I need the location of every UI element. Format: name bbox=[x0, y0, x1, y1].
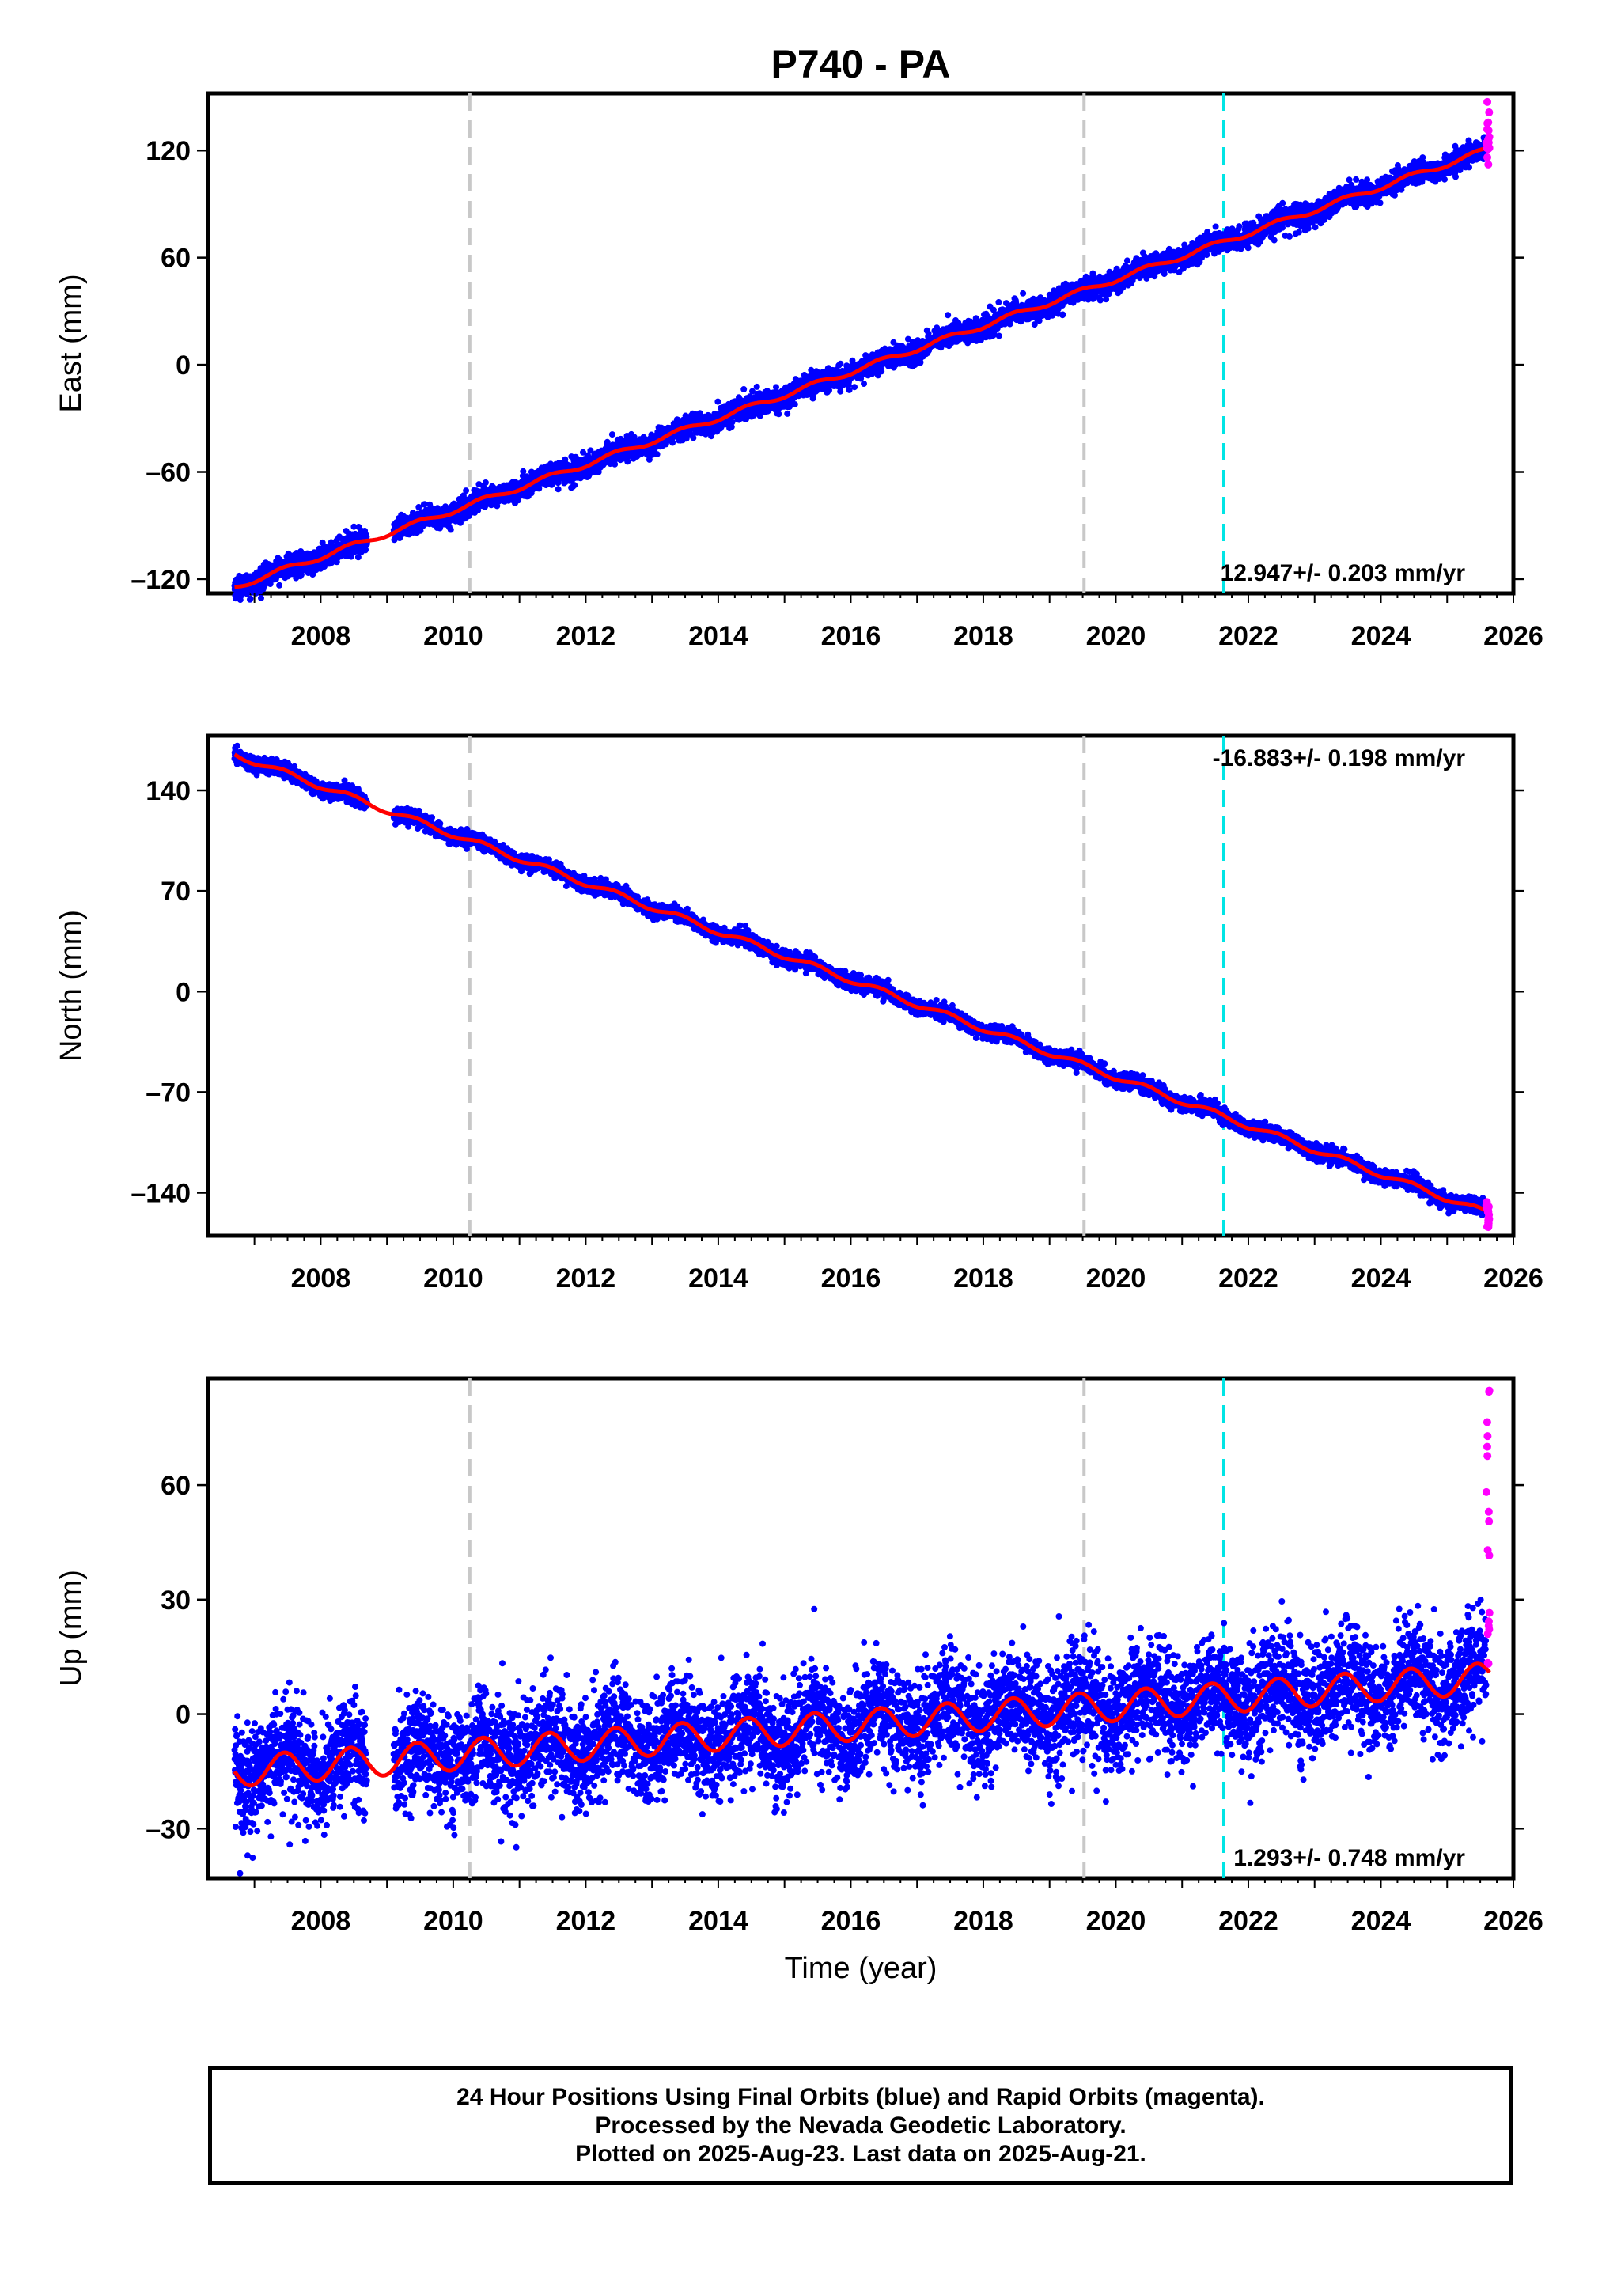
final-orbit-points bbox=[231, 1597, 1490, 1877]
y-tick-label: –120 bbox=[131, 565, 191, 595]
model-fit-curve bbox=[233, 1661, 1491, 1788]
rapid-orbit-point bbox=[1485, 1608, 1494, 1617]
y-tick-label: –70 bbox=[146, 1078, 191, 1108]
up-axis-label: Up (mm) bbox=[55, 1570, 88, 1687]
rapid-orbit-point bbox=[1484, 160, 1493, 169]
north-axis-label: North (mm) bbox=[55, 910, 88, 1062]
x-tick-label: 2020 bbox=[1086, 1906, 1146, 1936]
east-axis-label: East (mm) bbox=[55, 274, 88, 412]
x-tick-label: 2022 bbox=[1218, 1906, 1278, 1936]
rapid-orbit-point bbox=[1485, 1386, 1494, 1395]
footer-line-dates: Plotted on 2025-Aug-23. Last data on 202… bbox=[575, 2140, 1146, 2167]
x-tick-label: 2014 bbox=[688, 1906, 748, 1936]
y-tick-label: 0 bbox=[176, 977, 191, 1007]
y-tick-label: 0 bbox=[176, 350, 191, 381]
rapid-orbit-point bbox=[1484, 145, 1493, 153]
rapid-orbit-point bbox=[1484, 1507, 1493, 1516]
figure-title: P740 - PA bbox=[771, 42, 951, 86]
x-tick-label: 2016 bbox=[821, 1264, 881, 1294]
rapid-orbit-point bbox=[1485, 1551, 1494, 1559]
y-tick-label: 60 bbox=[161, 244, 191, 274]
x-tick-label: 2012 bbox=[556, 1906, 616, 1936]
x-tick-label: 2014 bbox=[688, 1264, 748, 1294]
model-fit-curve bbox=[234, 146, 1490, 589]
rapid-orbit-point bbox=[1483, 1452, 1492, 1461]
x-tick-label: 2012 bbox=[556, 621, 616, 651]
y-tick-label: 120 bbox=[146, 136, 191, 166]
x-tick-label: 2024 bbox=[1351, 1906, 1411, 1936]
y-tick-label: 70 bbox=[161, 877, 191, 907]
y-tick-label: 60 bbox=[161, 1471, 191, 1501]
model-fit-curve bbox=[233, 752, 1491, 1215]
y-tick-label: –30 bbox=[146, 1814, 191, 1844]
y-tick-label: 30 bbox=[161, 1586, 191, 1616]
x-tick-label: 2026 bbox=[1483, 1906, 1543, 1936]
rapid-orbit-point bbox=[1484, 1207, 1493, 1216]
x-tick-label: 2026 bbox=[1483, 621, 1543, 651]
rapid-orbit-point bbox=[1484, 1218, 1493, 1227]
x-tick-label: 2016 bbox=[821, 621, 881, 651]
up-plot-frame bbox=[206, 1376, 1516, 1881]
rapid-orbit-point bbox=[1484, 134, 1493, 142]
x-tick-label: 2018 bbox=[953, 1906, 1013, 1936]
rapid-orbit-point bbox=[1484, 118, 1493, 127]
x-tick-label: 2020 bbox=[1086, 1264, 1146, 1294]
x-tick-label: 2020 bbox=[1086, 621, 1146, 651]
rapid-orbit-point bbox=[1483, 125, 1491, 134]
x-tick-label: 2010 bbox=[423, 1906, 483, 1936]
x-axis-label: Time (year) bbox=[785, 1952, 937, 1985]
x-tick-label: 2024 bbox=[1351, 1264, 1411, 1294]
x-tick-label: 2018 bbox=[953, 1264, 1013, 1294]
rapid-orbit-point bbox=[1483, 1658, 1492, 1667]
y-tick-label: –140 bbox=[131, 1179, 191, 1209]
x-tick-label: 2026 bbox=[1483, 1264, 1543, 1294]
rapid-orbit-point bbox=[1485, 108, 1494, 116]
x-tick-label: 2008 bbox=[291, 621, 351, 651]
x-tick-label: 2022 bbox=[1218, 621, 1278, 651]
footer-line-processed: Processed by the Nevada Geodetic Laborat… bbox=[595, 2112, 1127, 2139]
east-plot-frame bbox=[206, 91, 1516, 596]
x-tick-label: 2010 bbox=[423, 621, 483, 651]
x-tick-label: 2024 bbox=[1351, 621, 1411, 651]
rapid-orbit-point bbox=[1483, 1630, 1492, 1639]
footer-info-box: 24 Hour Positions Using Final Orbits (bl… bbox=[208, 2066, 1513, 2185]
rapid-orbit-point bbox=[1483, 1198, 1491, 1207]
north-plot-frame bbox=[206, 733, 1516, 1238]
x-tick-label: 2014 bbox=[688, 621, 748, 651]
east-panel: 120 60 0 –60 –120 2008 2010 2012 2014 2016 2018 202… bbox=[55, 91, 1543, 651]
x-tick-label: 2022 bbox=[1218, 1264, 1278, 1294]
rapid-orbit-point bbox=[1483, 1432, 1492, 1441]
y-tick-label: 0 bbox=[176, 1700, 191, 1730]
rapid-orbit-point bbox=[1483, 1418, 1491, 1426]
y-tick-label: 140 bbox=[146, 776, 191, 806]
rapid-orbit-point bbox=[1485, 1517, 1494, 1525]
y-tick-label: –60 bbox=[146, 458, 191, 488]
x-tick-label: 2012 bbox=[556, 1264, 616, 1294]
footer-line-orbits: 24 Hour Positions Using Final Orbits (bl… bbox=[456, 2083, 1265, 2110]
north-panel: 140 70 0 –70 –140 2008 2010 2012 2014 2016 2018 202… bbox=[55, 733, 1543, 1294]
x-tick-label: 2010 bbox=[423, 1264, 483, 1294]
x-tick-label: 2008 bbox=[291, 1906, 351, 1936]
x-tick-label: 2008 bbox=[291, 1264, 351, 1294]
x-tick-label: 2018 bbox=[953, 621, 1013, 651]
rapid-orbit-point bbox=[1483, 97, 1492, 106]
rapid-orbit-point bbox=[1482, 1487, 1490, 1496]
rapid-orbit-point bbox=[1483, 153, 1492, 161]
rapid-orbit-point bbox=[1483, 1442, 1491, 1451]
east-rate-label: 12.947+/- 0.203 mm/yr bbox=[1221, 560, 1466, 586]
rapid-orbit-point bbox=[1484, 1617, 1493, 1626]
x-tick-label: 2016 bbox=[821, 1906, 881, 1936]
up-rate-label: 1.293+/- 0.748 mm/yr bbox=[1233, 1845, 1465, 1871]
up-panel: 60 30 0 –30 2008 2010 2012 2014 2016 2018 2020 2022… bbox=[55, 1376, 1543, 1936]
north-rate-label: -16.883+/- 0.198 mm/yr bbox=[1213, 745, 1466, 771]
